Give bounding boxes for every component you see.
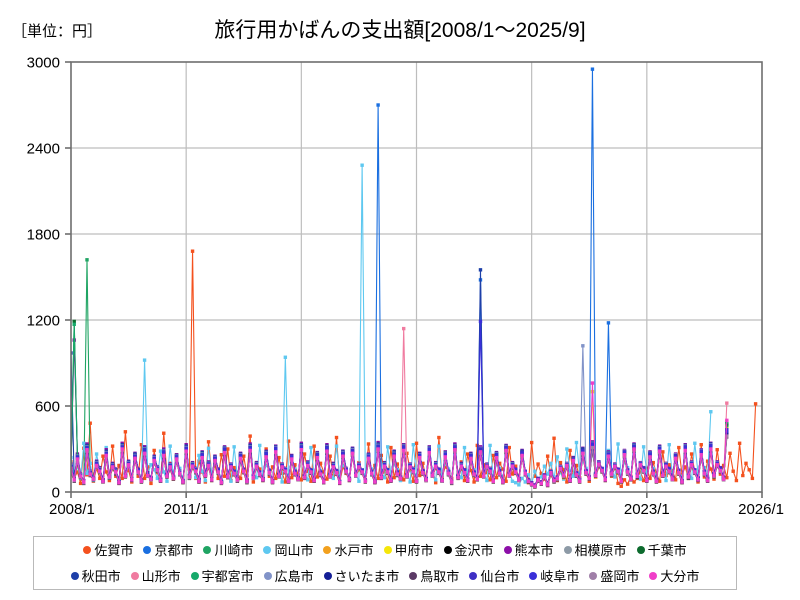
legend-item-千葉市[interactable]: 千葉市 (636, 542, 687, 558)
legend-marker-icon (83, 546, 92, 554)
legend-item-さいたま市[interactable]: さいたま市 (323, 568, 400, 584)
legend-item-宇都宮市[interactable]: 宇都宮市 (190, 568, 254, 584)
legend-item-仙台市[interactable]: 仙台市 (469, 570, 519, 583)
legend-label: 岐阜市 (540, 568, 580, 584)
chart-title: 旅行用かばんの支出額[2008/1～2025/9] (214, 19, 586, 42)
legend-item-鳥取市[interactable]: 鳥取市 (409, 570, 459, 583)
legend-label: 大分市 (660, 568, 700, 584)
legend-item-大分市[interactable]: 大分市 (649, 570, 699, 583)
legend-label: 金沢市 (454, 542, 494, 558)
unit-label: ［単位：円］ (12, 23, 103, 40)
legend-label: 鳥取市 (420, 568, 460, 584)
x-axis-tick-label: 2026/1 (738, 501, 784, 518)
y-axis-tick-label: 3000 (27, 55, 60, 72)
legend-marker-icon (469, 572, 478, 580)
legend-item-岐阜市[interactable]: 岐阜市 (529, 570, 579, 583)
legend-marker-icon (263, 572, 272, 580)
legend-label: 甲府市 (394, 542, 434, 558)
legend-label: 岡山市 (274, 542, 314, 558)
x-axis-tick-label: 2014/1 (278, 501, 324, 518)
legend-label: 千葉市 (647, 542, 687, 558)
x-axis-tick-label: 2008/1 (49, 501, 95, 518)
legend-item-広島市[interactable]: 広島市 (263, 568, 314, 584)
y-axis-tick-label: 0 (52, 485, 60, 502)
legend-marker-icon (190, 572, 199, 580)
x-axis-tick-label: 2011/1 (164, 501, 209, 518)
series-group (71, 67, 758, 489)
legend-item-秋田市[interactable]: 秋田市 (70, 568, 121, 584)
legend-label: 秋田市 (81, 568, 121, 584)
legend-label: 山形市 (141, 568, 181, 584)
legend-label: 佐賀市 (94, 542, 134, 558)
legend-marker-icon (649, 572, 658, 580)
legend-item-甲府市[interactable]: 甲府市 (383, 542, 434, 558)
y-axis-tick-label: 1800 (27, 227, 60, 244)
legend-row-1: 佐賀市 京都市 川崎市 岡山市 水戸市 甲府市 金沢市 熊本市 相模原市 千葉市 (34, 537, 736, 563)
legend-marker-icon (636, 546, 645, 554)
legend-item-岡山市[interactable]: 岡山市 (263, 544, 313, 557)
legend-item-金沢市[interactable]: 金沢市 (443, 542, 494, 558)
legend-item-山形市[interactable]: 山形市 (130, 568, 181, 584)
legend-item-京都市[interactable]: 京都市 (143, 544, 193, 557)
legend-item-川崎市[interactable]: 川崎市 (203, 544, 253, 557)
x-axis-tick-label: 2020/1 (509, 501, 555, 518)
legend-label: 熊本市 (514, 542, 554, 558)
legend-label: 広島市 (274, 568, 314, 584)
series-markers-大分市 (71, 381, 729, 488)
x-axis-tick-label: 2017/1 (394, 501, 440, 518)
legend-label: 宇都宮市 (201, 568, 254, 584)
legend-marker-icon (323, 546, 332, 554)
legend-label: 仙台市 (480, 568, 520, 584)
legend-marker-icon (323, 572, 332, 580)
legend-marker-icon (589, 572, 598, 580)
legend-marker-icon (383, 546, 392, 554)
legend-item-熊本市[interactable]: 熊本市 (503, 542, 554, 558)
legend-label: 水戸市 (334, 542, 374, 558)
legend-marker-icon (203, 546, 212, 554)
legend-item-盛岡市[interactable]: 盛岡市 (589, 570, 639, 583)
legend-label: 盛岡市 (600, 568, 640, 584)
legend-marker-icon (563, 546, 572, 554)
legend-marker-icon (503, 546, 512, 554)
y-axis-tick-label: 2400 (27, 141, 60, 158)
legend-item-佐賀市[interactable]: 佐賀市 (83, 544, 133, 557)
x-axis-tick-label: 2023/1 (624, 501, 670, 518)
legend-marker-icon (529, 572, 538, 580)
y-axis-tick-label: 600 (35, 399, 60, 416)
legend-marker-icon (70, 572, 79, 580)
legend-item-相模原市[interactable]: 相模原市 (563, 542, 627, 558)
legend-marker-icon (409, 572, 418, 580)
legend-marker-icon (443, 546, 452, 554)
legend-row-2: 秋田市 山形市 宇都宮市 広島市 さいたま市 鳥取市 仙台市 岐阜市 盛岡市 大分市 (34, 563, 736, 589)
legend-marker-icon (263, 546, 272, 554)
legend-label: 京都市 (154, 542, 194, 558)
legend-label: 相模原市 (574, 542, 627, 558)
legend-label: さいたま市 (334, 568, 400, 584)
legend-item-水戸市[interactable]: 水戸市 (323, 542, 374, 558)
legend-label: 川崎市 (214, 542, 254, 558)
chart-legend: 佐賀市 京都市 川崎市 岡山市 水戸市 甲府市 金沢市 熊本市 相模原市 千葉市 秋田市 山形市 宇都… (33, 536, 737, 590)
y-axis-tick-label: 1200 (27, 313, 60, 330)
legend-marker-icon (130, 572, 139, 580)
legend-marker-icon (143, 546, 152, 554)
